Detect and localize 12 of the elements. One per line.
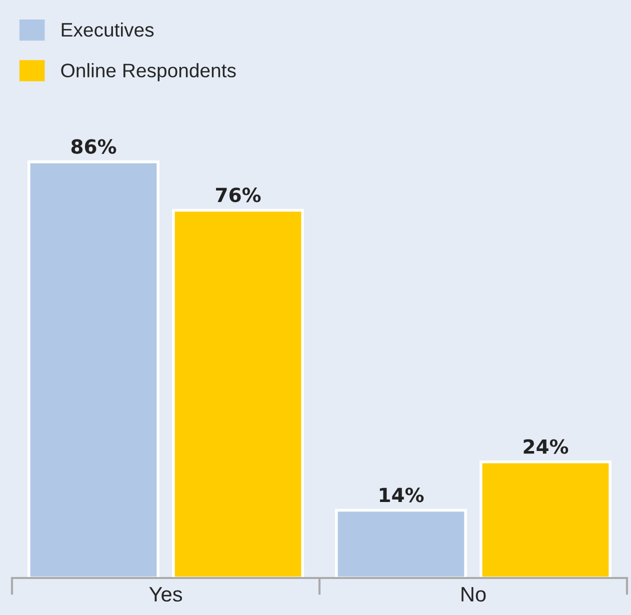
data-label: 86%	[71, 139, 116, 154]
data-label: 24%	[524, 439, 568, 454]
legend-label: Online Respondents	[61, 63, 236, 82]
bar	[172, 208, 304, 578]
x-tick-label: No	[462, 587, 486, 602]
data-label: 14%	[380, 488, 424, 502]
x-tick-label: Yes	[149, 587, 182, 602]
legend-label: Executives	[62, 22, 154, 37]
bar	[335, 508, 467, 578]
bar	[28, 160, 160, 578]
data-label: 76%	[216, 188, 261, 202]
bar	[480, 460, 612, 578]
